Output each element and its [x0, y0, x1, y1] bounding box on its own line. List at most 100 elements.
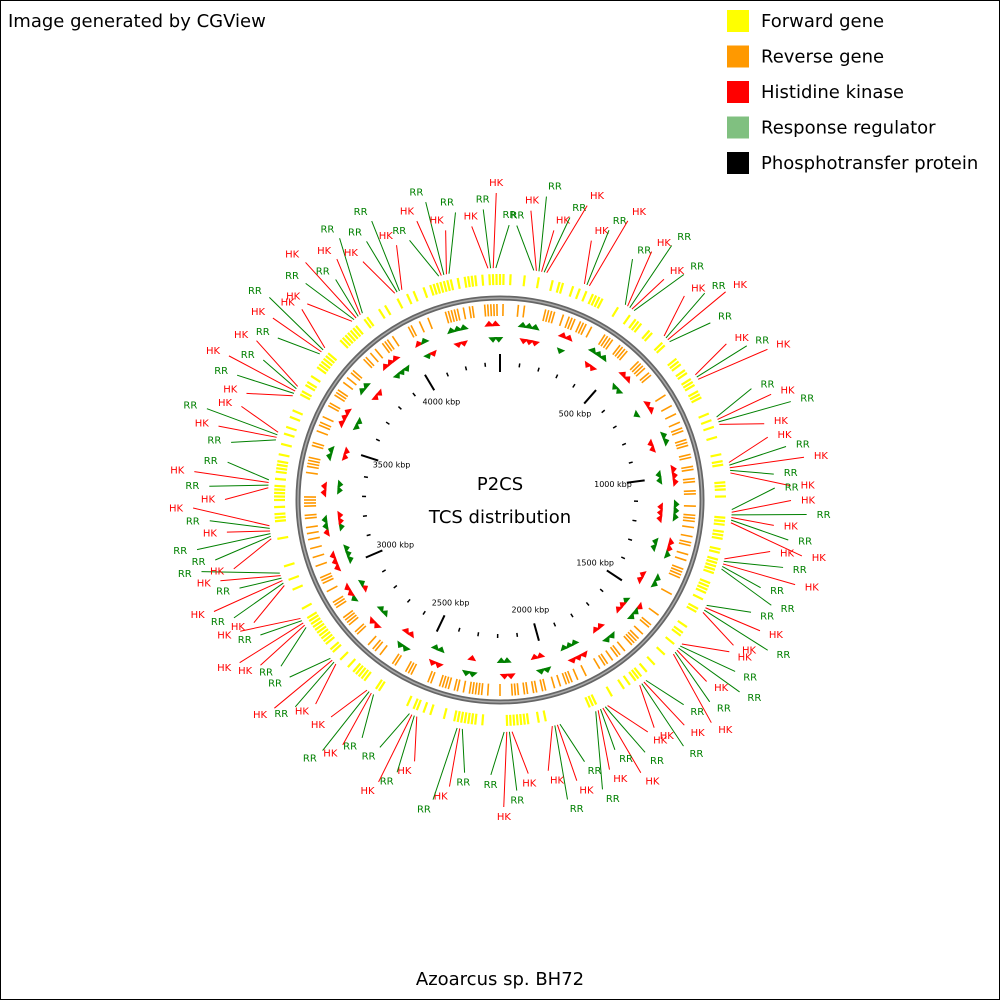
- forward-gene: [453, 710, 458, 722]
- forward-gene: [593, 296, 601, 308]
- feature-label: HK: [285, 250, 300, 261]
- reverse-gene: [410, 663, 418, 676]
- forward-gene: [617, 679, 625, 690]
- reverse-gene: [337, 389, 349, 398]
- feature-line: [414, 716, 418, 762]
- scale-tick: [393, 584, 398, 589]
- forward-gene: [327, 352, 338, 362]
- forward-gene: [470, 275, 475, 287]
- feature-line: [228, 355, 296, 392]
- feature-marker: [530, 324, 540, 331]
- legend-swatch: [727, 10, 749, 32]
- feature-line: [495, 225, 510, 269]
- feature-line: [694, 343, 727, 376]
- feature-label: RR: [268, 679, 282, 690]
- forward-gene: [695, 587, 707, 595]
- reverse-gene: [679, 539, 692, 544]
- forward-gene: [432, 283, 438, 295]
- feature-marker: [420, 337, 430, 346]
- feature-label: HK: [311, 720, 326, 731]
- reverse-gene: [363, 358, 373, 369]
- reverse-gene: [365, 356, 375, 367]
- feature-label: RR: [320, 225, 334, 236]
- feature-line: [215, 535, 272, 561]
- feature-label: RR: [211, 617, 225, 628]
- forward-gene: [667, 357, 678, 367]
- header-title: Image generated by CGView: [8, 11, 266, 32]
- reverse-gene: [322, 415, 334, 423]
- reverse-gene: [641, 616, 652, 626]
- forward-gene: [712, 463, 724, 468]
- forward-gene: [542, 710, 547, 722]
- forward-gene: [713, 519, 726, 523]
- feature-label: RR: [173, 546, 187, 557]
- feature-marker: [639, 571, 647, 580]
- feature-label: RR: [343, 742, 357, 753]
- reverse-gene: [616, 641, 626, 652]
- forward-gene: [467, 712, 471, 724]
- feature-label: HK: [400, 207, 415, 218]
- feature-marker: [646, 406, 655, 415]
- scale-tick: [397, 406, 402, 410]
- feature-marker: [531, 339, 540, 347]
- scale-tick: [621, 442, 627, 446]
- reverse-gene: [669, 569, 682, 576]
- forward-gene: [274, 484, 286, 488]
- feature-marker: [656, 475, 663, 485]
- reverse-gene: [530, 681, 535, 694]
- forward-gene: [522, 713, 526, 725]
- feature-label: HK: [251, 307, 266, 318]
- feature-label: RR: [456, 778, 470, 789]
- scale-tick: [533, 623, 540, 641]
- feature-marker: [667, 537, 675, 547]
- feature-marker: [556, 347, 566, 355]
- reverse-gene: [668, 421, 681, 428]
- feature-label: RR: [417, 804, 431, 815]
- feature-line: [236, 374, 295, 394]
- feature-marker: [633, 409, 641, 418]
- forward-gene: [628, 671, 637, 682]
- forward-gene: [605, 686, 613, 697]
- forward-gene: [355, 664, 364, 675]
- forward-gene: [306, 611, 318, 620]
- feature-marker: [341, 452, 349, 461]
- reverse-gene: [381, 342, 391, 354]
- forward-gene: [555, 281, 561, 293]
- forward-gene: [630, 320, 640, 331]
- forward-gene: [366, 316, 375, 327]
- feature-marker: [459, 324, 469, 331]
- reverse-gene: [410, 324, 418, 337]
- feature-marker: [461, 669, 472, 677]
- feature-label: RR: [440, 198, 454, 209]
- feature-line: [508, 731, 518, 791]
- forward-gene: [643, 332, 653, 342]
- forward-gene: [310, 617, 321, 625]
- forward-gene: [677, 372, 688, 381]
- reverse-gene: [550, 311, 556, 324]
- forward-gene: [549, 279, 554, 292]
- forward-gene: [699, 578, 711, 585]
- feature-marker: [626, 611, 635, 620]
- feature-line: [218, 425, 277, 438]
- forward-gene: [522, 275, 526, 287]
- forward-gene: [698, 412, 710, 419]
- reverse-gene: [623, 635, 633, 646]
- scale-tick: [360, 454, 379, 462]
- scale-tick: [365, 549, 383, 559]
- reverse-gene: [680, 533, 693, 538]
- forward-gene: [558, 282, 565, 294]
- forward-gene: [299, 393, 311, 401]
- feature-marker: [331, 556, 339, 566]
- reverse-gene: [605, 339, 614, 350]
- feature-label: RR: [510, 211, 524, 222]
- feature-label: HK: [195, 419, 210, 430]
- feature-line: [361, 694, 375, 739]
- reverse-gene: [580, 664, 587, 677]
- forward-gene: [422, 701, 429, 714]
- feature-line: [209, 520, 270, 529]
- feature-marker: [496, 657, 506, 663]
- forward-gene: [339, 651, 349, 661]
- forward-gene: [292, 584, 304, 591]
- reverse-gene: [391, 653, 400, 665]
- feature-label: HK: [550, 776, 565, 787]
